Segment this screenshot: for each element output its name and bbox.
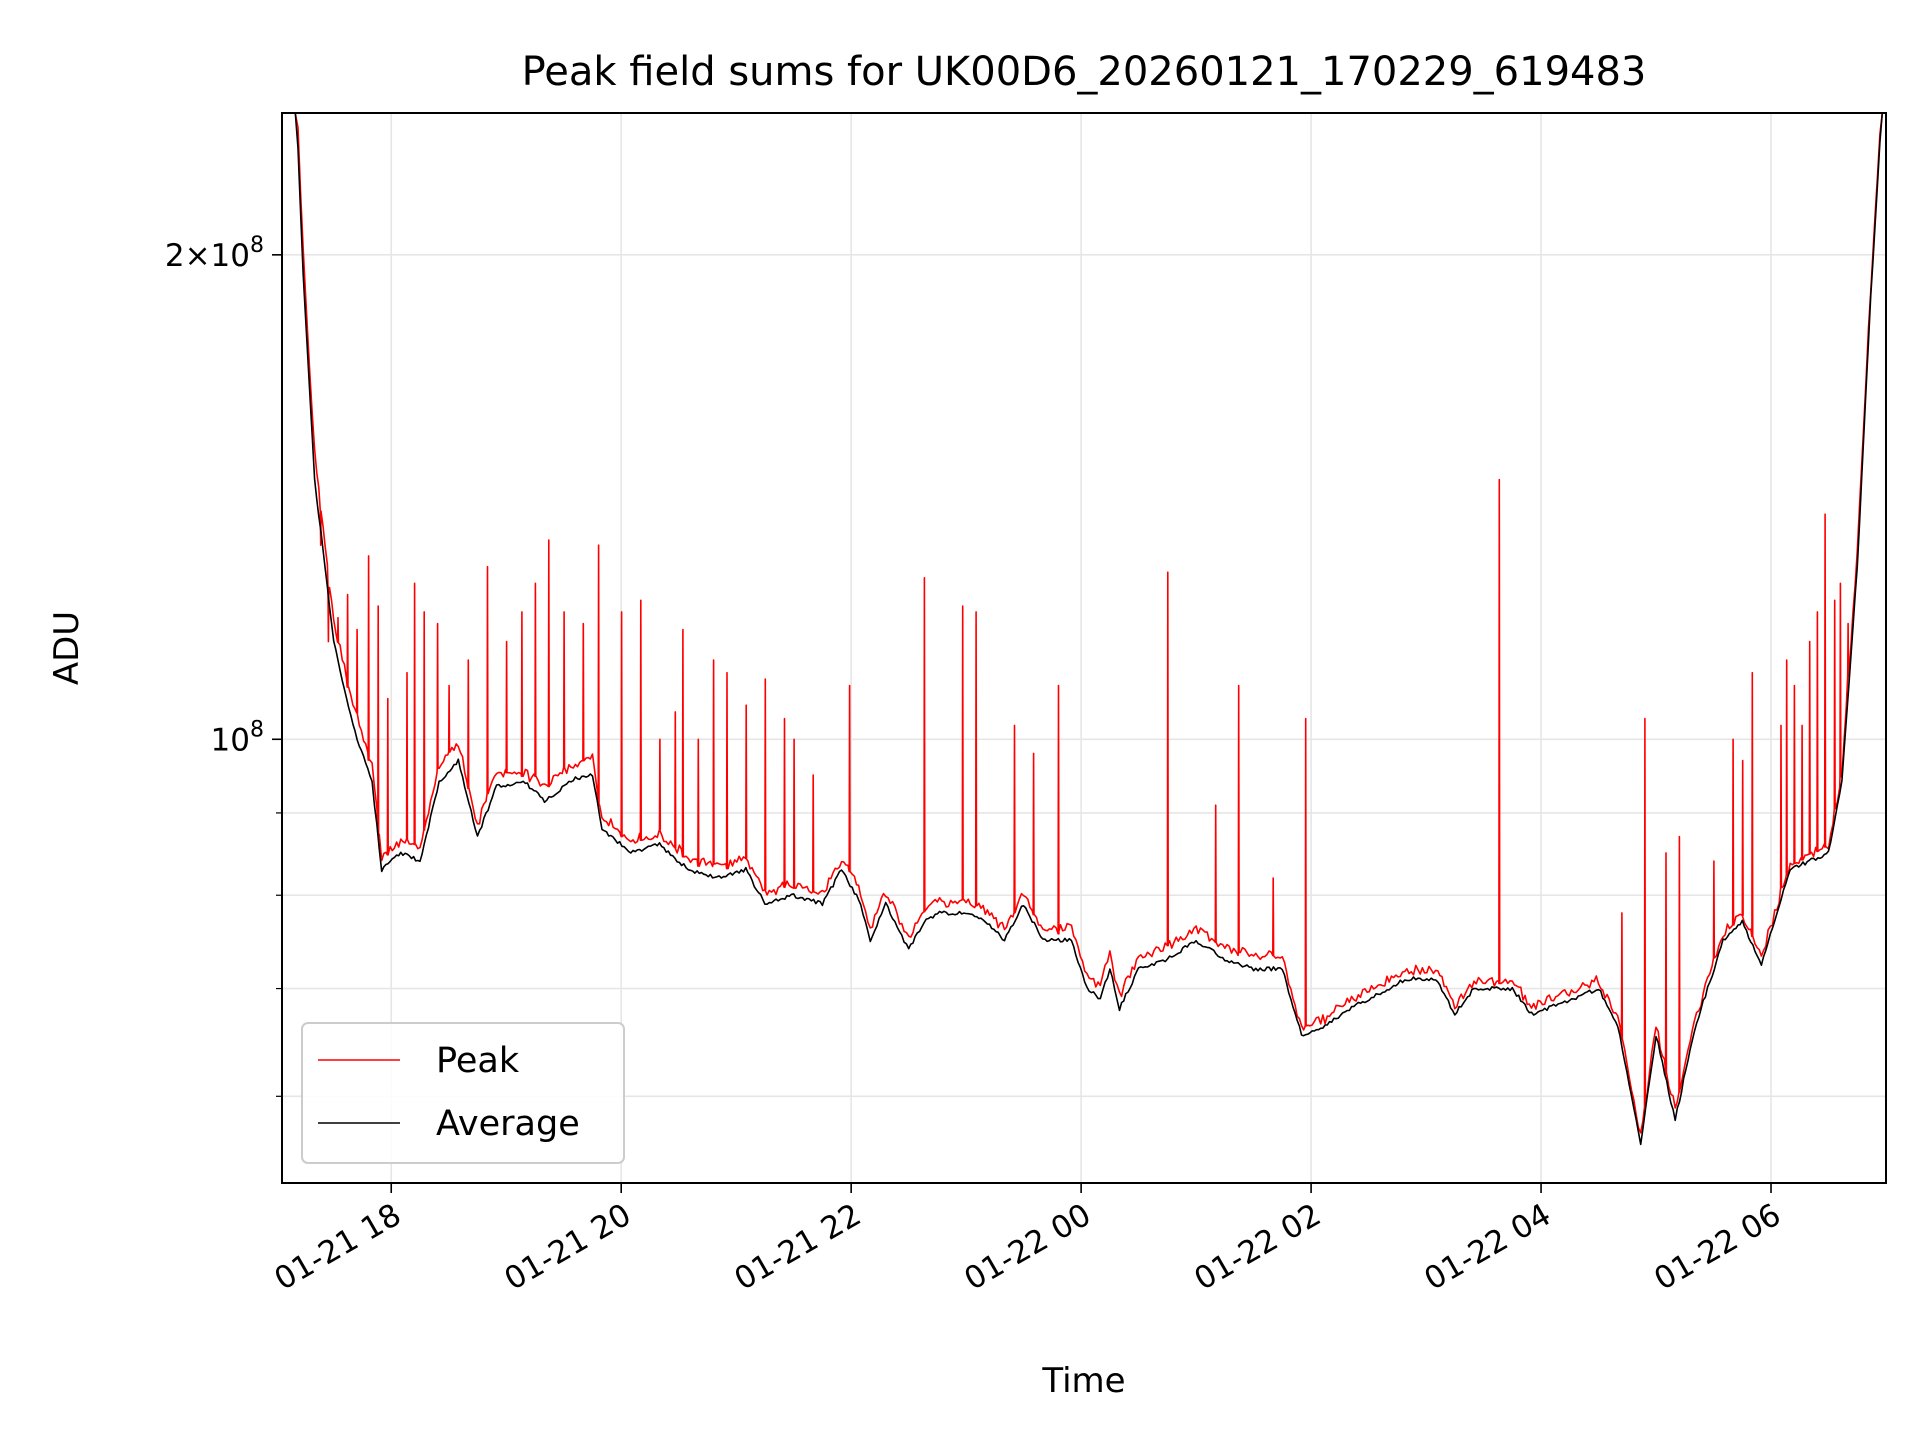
y-tick-mantissa: 2 [165,238,185,274]
y-tick-base: 10 [211,238,250,274]
legend-label-average: Average [436,1104,580,1144]
y-tick-exponent: 8 [250,717,264,742]
legend-label-peak: Peak [436,1041,520,1081]
y-axis-label: ADU [47,611,87,685]
legend-box [301,1022,625,1164]
plot-series [294,113,1883,1146]
y-tick-base: 10 [211,722,250,758]
series-line-peak [294,113,1883,1134]
y-tick-exponent: 8 [250,233,264,258]
y-tick-times: × [185,238,211,274]
x-axis-label: Time [1041,1361,1125,1401]
chart-title: Peak field sums for UK00D6_20260121_1702… [522,49,1647,95]
plot-frame [281,112,1887,1184]
series-line-average [294,113,1883,1146]
y-tick-label: 2×108 [165,233,264,274]
y-tick-label: 108 [211,717,264,758]
legend: Peak Average [301,1022,625,1164]
